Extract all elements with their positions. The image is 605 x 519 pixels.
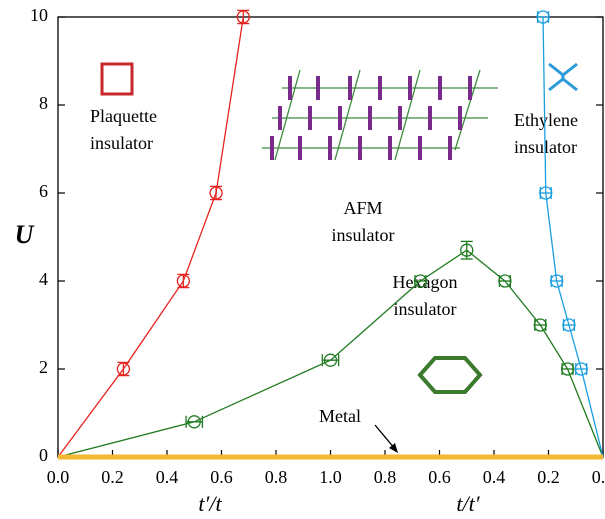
x-axis-label: t′/t bbox=[198, 491, 222, 516]
series-line bbox=[542, 16, 604, 458]
x-tick-label: 0.6 bbox=[428, 467, 451, 487]
y-tick-label: 4 bbox=[39, 269, 48, 289]
data-point bbox=[560, 362, 575, 376]
plot-frame bbox=[57, 16, 604, 458]
x-tick-label: 0.4 bbox=[156, 467, 179, 487]
data-point bbox=[460, 243, 474, 257]
afm-spins bbox=[270, 76, 472, 160]
data-point bbox=[236, 10, 250, 24]
x-tick-label: 0.8 bbox=[265, 467, 288, 487]
x-tick-label: 0.0 bbox=[592, 467, 605, 487]
annotation: insulator bbox=[332, 225, 395, 245]
annotation: insulator bbox=[394, 299, 457, 319]
data-point bbox=[176, 274, 191, 288]
data-point bbox=[536, 10, 550, 24]
data-point bbox=[574, 362, 588, 376]
data-point bbox=[539, 186, 553, 200]
y-tick-label: 6 bbox=[39, 181, 48, 201]
annotation: Ethylene bbox=[514, 110, 578, 130]
hexagon-icon bbox=[417, 356, 483, 394]
y-tick-label: 8 bbox=[39, 93, 48, 113]
y-tick-label: 0 bbox=[39, 445, 48, 465]
x-axis-label: t/t′ bbox=[456, 491, 480, 516]
annotation: Hexagon bbox=[393, 272, 458, 292]
data-point bbox=[209, 186, 223, 200]
series-line bbox=[57, 16, 244, 458]
metal-arrowhead bbox=[389, 443, 398, 453]
data-point bbox=[550, 274, 564, 288]
data-point bbox=[498, 274, 512, 288]
x-tick-label: 0.8 bbox=[374, 467, 397, 487]
plaquette-icon bbox=[100, 62, 134, 96]
x-tick-label: 0.6 bbox=[210, 467, 233, 487]
metal-arrow bbox=[374, 424, 396, 450]
data-point bbox=[116, 362, 131, 376]
x-tick-label: 0.0 bbox=[47, 467, 70, 487]
x-tick-label: 0.2 bbox=[101, 467, 124, 487]
annotation: AFM bbox=[343, 198, 382, 218]
data-point bbox=[413, 274, 428, 288]
ethylene-icon bbox=[548, 62, 578, 92]
data-point bbox=[562, 318, 576, 332]
x-tick-label: 0.2 bbox=[537, 467, 560, 487]
annotation: insulator bbox=[90, 133, 153, 153]
data-point bbox=[187, 415, 201, 429]
y-tick-label: 2 bbox=[39, 357, 48, 377]
y-tick-label: 10 bbox=[30, 5, 48, 25]
x-tick-label: 1.0 bbox=[319, 467, 342, 487]
annotation: Plaquette bbox=[90, 106, 157, 126]
annotation: Metal bbox=[319, 406, 361, 426]
data-point bbox=[323, 353, 338, 367]
x-tick-label: 0.4 bbox=[483, 467, 506, 487]
data-point bbox=[533, 318, 547, 332]
y-axis-label: U bbox=[15, 220, 35, 249]
